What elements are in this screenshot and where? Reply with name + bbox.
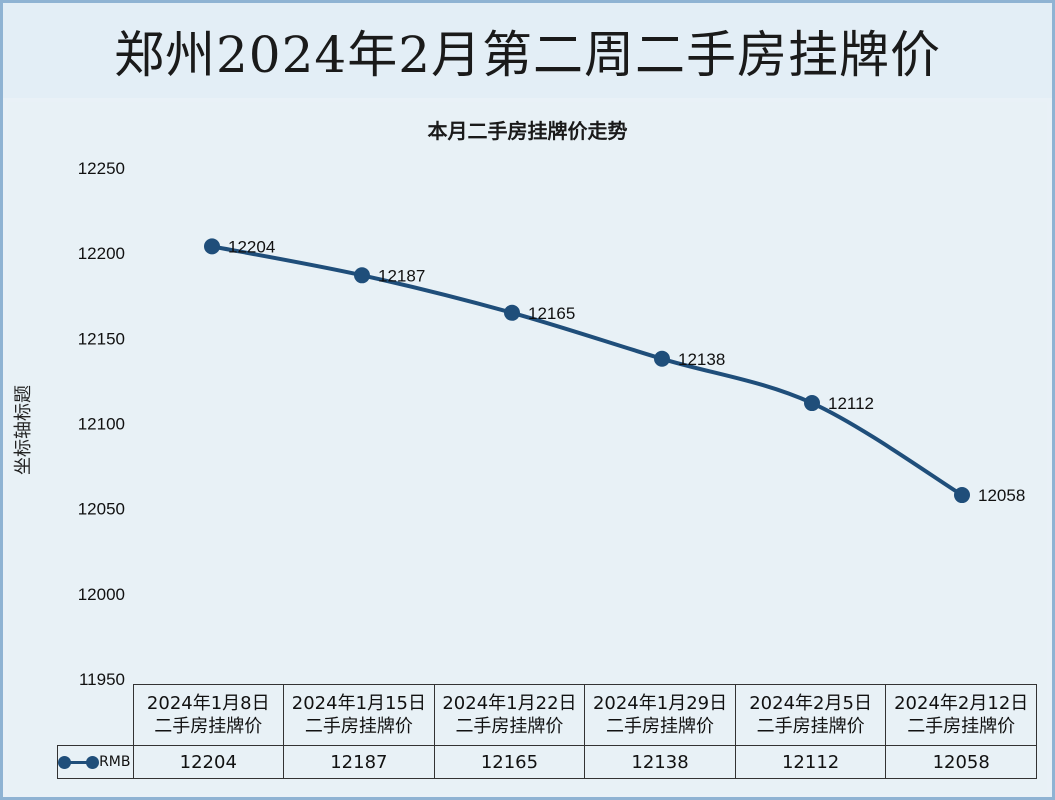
category-date: 2024年2月5日 [749,693,872,714]
data-label: 12112 [828,394,874,413]
chart-title: 本月二手房挂牌价走势 [427,119,628,143]
y-tick-label: 12050 [78,500,125,519]
legend-series-name: RMB [99,754,131,770]
data-table-value: 12112 [734,745,887,779]
data-table-header-row: 2024年1月8日 二手房挂牌价 2024年1月15日 二手房挂牌价 2024年1月22… [57,684,1037,746]
data-label: 12204 [228,237,275,256]
legend-marker-icon [58,756,71,769]
category-date: 2024年1月29日 [592,693,728,714]
data-table-value: 12204 [132,745,285,779]
category-caption: 二手房挂牌价 [756,716,865,737]
header-band: 郑州2024年2月第二周二手房挂牌价 [3,3,1052,98]
category-caption: 二手房挂牌价 [907,716,1016,737]
series-line-rmb [210,244,964,498]
y-tick-label: 11950 [79,670,125,689]
data-point [354,267,370,284]
data-point [954,487,970,504]
data-point [654,350,670,367]
category-date: 2024年1月15日 [291,693,426,714]
category-date: 2024年2月12日 [894,693,1029,714]
category-date: 2024年1月22日 [442,693,577,714]
page-title: 郑州2024年2月第二周二手房挂牌价 [113,25,942,84]
data-table: 2024年1月8日 二手房挂牌价 2024年1月15日 二手房挂牌价 2024年1月22… [57,684,1037,779]
data-table-value-row: RMB 12204 12187 12165 12138 12112 12058 [57,745,1037,779]
data-label: 12165 [528,304,575,323]
x-category-label: 2024年1月22日 二手房挂牌价 [433,684,586,746]
y-tick-label: 12150 [78,329,125,348]
legend-key: RMB [57,745,134,779]
data-label: 12058 [978,486,1025,505]
x-category-label: 2024年1月8日 二手房挂牌价 [132,684,285,746]
data-table-corner [57,684,134,746]
x-category-label: 2024年2月12日 二手房挂牌价 [885,684,1037,746]
data-point [504,304,520,321]
data-point [204,238,220,255]
category-caption: 二手房挂牌价 [455,716,564,737]
y-tick-label: 12100 [78,415,125,434]
category-caption: 二手房挂牌价 [154,716,263,737]
x-category-label: 2024年1月29日 二手房挂牌价 [584,684,736,746]
x-category-label: 2024年2月5日 二手房挂牌价 [734,684,887,746]
data-table-value: 12187 [283,745,435,779]
data-label: 12138 [678,350,725,369]
chart-panel [8,102,1047,794]
y-tick-label: 12200 [78,244,125,263]
legend-marker-icon [86,756,99,769]
data-table-value: 12058 [885,745,1037,779]
data-table-value: 12165 [433,745,586,779]
data-table-value: 12138 [584,745,736,779]
legend-line-swatch [62,761,98,764]
y-tick-label: 12000 [78,585,125,604]
data-label: 12187 [378,266,425,285]
category-date: 2024年1月8日 [146,693,270,714]
y-tick-label: 12250 [78,159,125,178]
category-caption: 二手房挂牌价 [304,716,413,737]
data-point [804,395,820,412]
category-caption: 二手房挂牌价 [606,716,715,737]
x-category-label: 2024年1月15日 二手房挂牌价 [283,684,435,746]
